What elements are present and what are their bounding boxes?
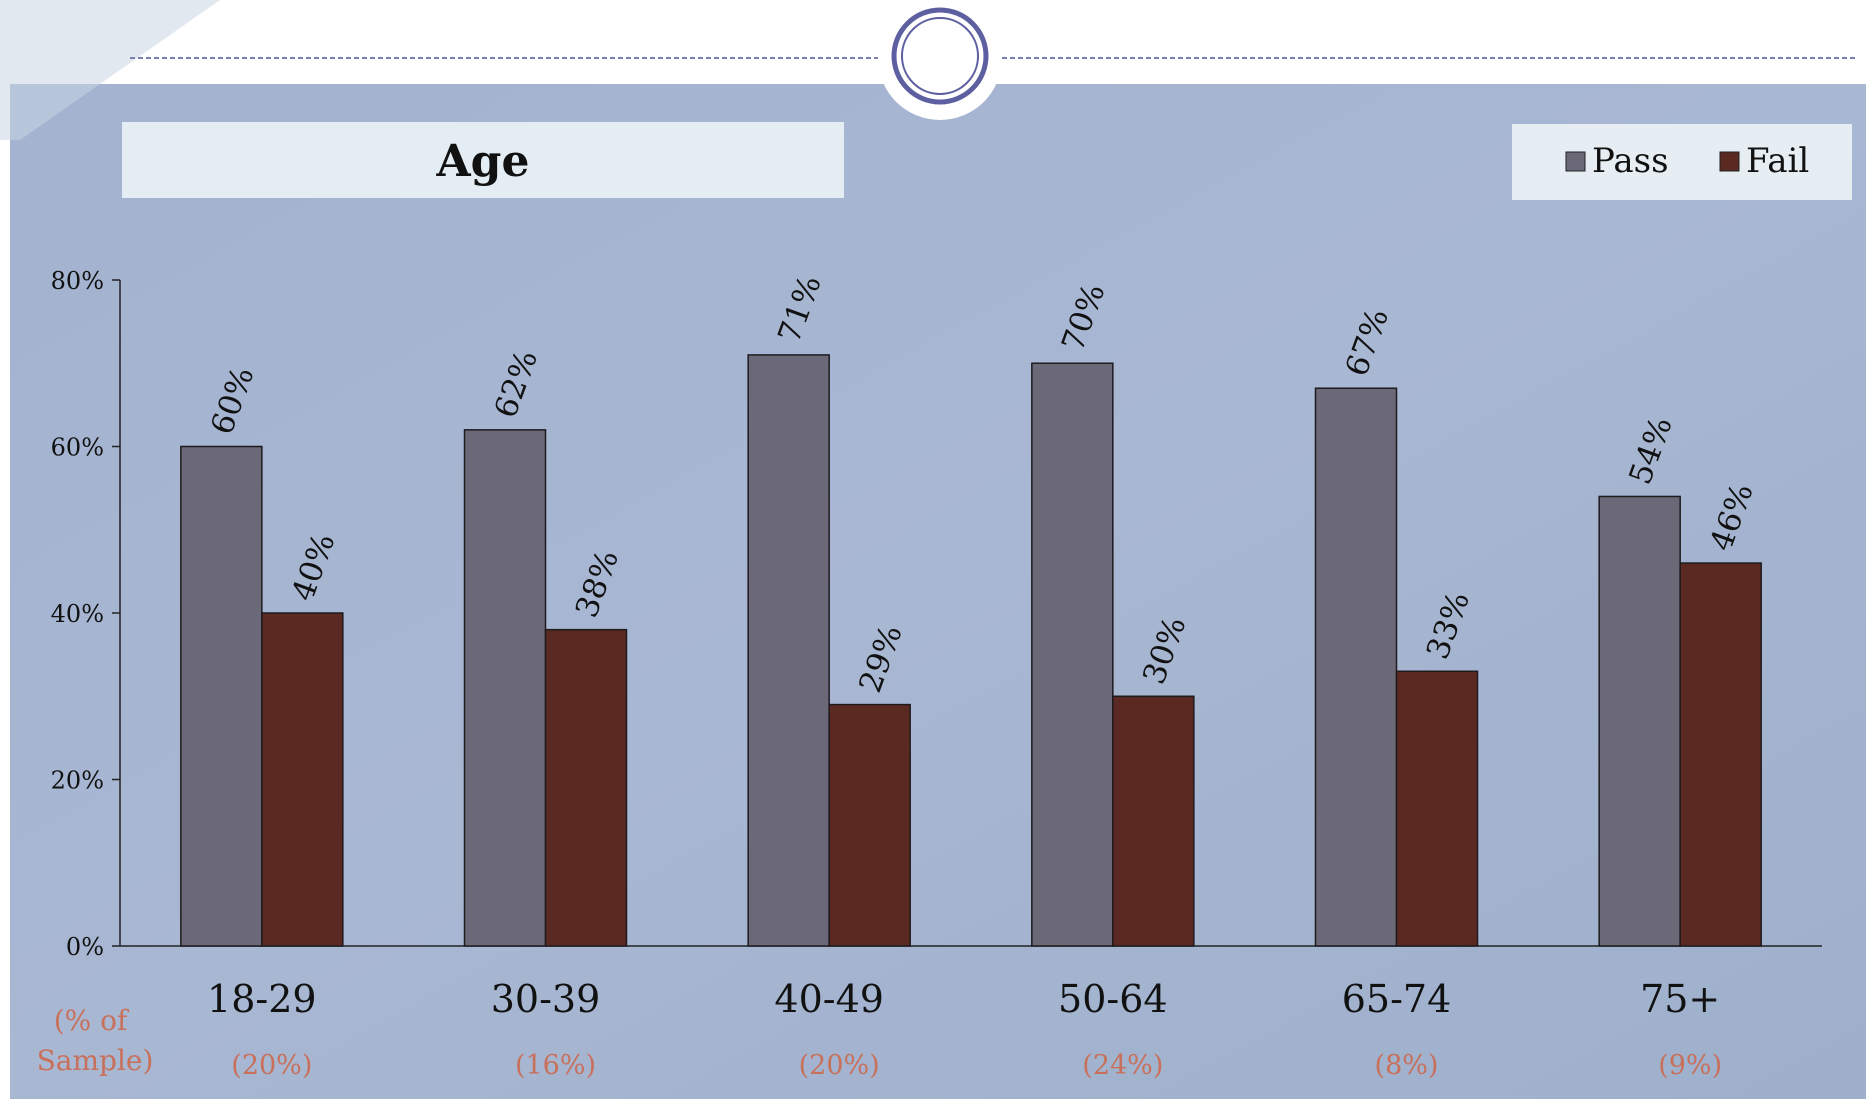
header-ring-inner-icon [901, 17, 979, 95]
bar-pass [1598, 495, 1681, 947]
x-tick-label: 50-64 [1058, 977, 1168, 1021]
x-tick-label: 65-74 [1342, 977, 1452, 1021]
bar-pass [1314, 387, 1398, 947]
legend-label-fail: Fail [1746, 141, 1809, 181]
legend-label-pass: Pass [1592, 141, 1669, 181]
y-tick-label: 20% [51, 767, 104, 795]
legend-swatch-fail [1719, 151, 1740, 172]
header-ring-icon [891, 7, 989, 105]
bar-pass [747, 354, 830, 947]
legend: Pass Fail [1512, 124, 1852, 200]
sample-caption-line-1: (% of [54, 1004, 130, 1037]
sample-caption-line-2: Sample) [37, 1044, 154, 1077]
chart-title: Age [436, 136, 530, 187]
bar-fail [828, 703, 911, 947]
x-tick-label: 40-49 [774, 977, 884, 1021]
x-tick-label: 30-39 [491, 977, 601, 1021]
bar-fail [261, 612, 344, 947]
bar-pass [463, 429, 547, 947]
sample-share-label: (9%) [1658, 1050, 1722, 1081]
x-tick-label: 75+ [1640, 977, 1720, 1021]
bar-fail [1395, 670, 1479, 947]
y-tick-label: 60% [51, 434, 104, 462]
sample-share-label: (20%) [799, 1050, 880, 1081]
bar-pass [180, 445, 263, 947]
x-tick-label: 18-29 [207, 977, 317, 1021]
plot-area: 0%20%40%60%80%60%40%18-29(20%)62%38%30-3… [51, 267, 1822, 1081]
y-tick-label: 40% [51, 600, 104, 628]
corner-decoration [0, 0, 220, 140]
bar-fail [1112, 695, 1195, 947]
bar-pass [1031, 362, 1114, 947]
sample-share-label: (16%) [515, 1050, 596, 1081]
sample-share-label: (24%) [1082, 1050, 1163, 1081]
y-tick-label: 0% [66, 933, 104, 961]
legend-swatch-pass [1565, 151, 1586, 172]
bar-fail [544, 628, 628, 947]
title-box [122, 122, 844, 198]
bar-fail [1679, 562, 1762, 947]
sample-share-label: (8%) [1375, 1050, 1439, 1081]
y-tick-label: 80% [51, 267, 104, 295]
sample-caption: (% of Sample) [37, 1004, 154, 1077]
sample-share-label: (20%) [231, 1050, 312, 1081]
